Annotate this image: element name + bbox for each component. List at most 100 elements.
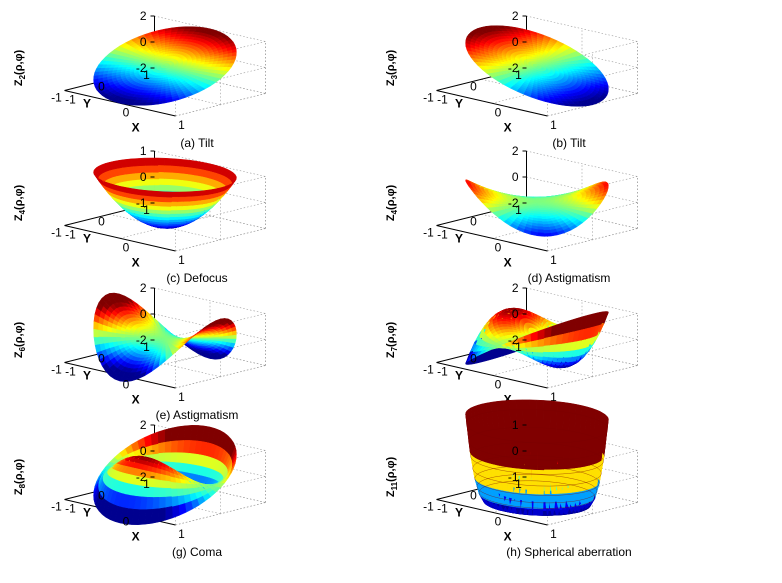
x-axis-label: X [504, 256, 512, 270]
z-axis-arguments: (ρ,φ) [385, 457, 397, 482]
z-tick-label: -2 [508, 61, 519, 75]
panel-caption: (a) Tilt [180, 136, 214, 150]
x-tick-label: -1 [65, 228, 76, 242]
z-axis-subscript: 6 [18, 346, 27, 351]
z-axis-subscript: 8 [18, 483, 27, 488]
surface-plot [465, 179, 609, 237]
y-tick-label: 1 [143, 477, 150, 491]
z-axis-symbol: Z [13, 488, 25, 495]
z-tick-label: 0 [140, 307, 147, 321]
x-tick-label: -1 [65, 93, 76, 107]
surface-plot [93, 157, 237, 229]
z-axis-subscript: 4 [390, 209, 399, 214]
panel-caption: (h) Spherical aberration [506, 545, 631, 559]
x-tick-label: 1 [550, 253, 557, 267]
surface-plot [93, 425, 237, 525]
z-tick-label: 1 [512, 418, 519, 432]
y-tick-label: 0 [470, 488, 477, 502]
y-tick-label: -1 [423, 91, 434, 105]
surface-plot [465, 399, 609, 516]
x-tick-label: -1 [437, 365, 448, 379]
x-axis-label: X [132, 256, 140, 270]
y-tick-label: 1 [143, 340, 150, 354]
z-axis-arguments: (ρ,φ) [13, 459, 25, 484]
z-axis-label: Z3(ρ,φ) [385, 50, 399, 87]
z-tick-label: 2 [140, 418, 147, 432]
y-tick-label: 0 [470, 351, 477, 365]
z-axis-label: Z7(ρ,φ) [385, 322, 399, 359]
x-tick-label: 1 [550, 527, 557, 541]
y-axis-label: Y [83, 505, 91, 519]
z-axis-subscript: 3 [390, 74, 399, 79]
z-tick-label: 0 [512, 307, 519, 321]
z-tick-label: 0 [512, 170, 519, 184]
x-tick-label: -1 [437, 502, 448, 516]
z-tick-label: 2 [140, 281, 147, 295]
x-tick-label: -1 [437, 93, 448, 107]
y-tick-label: -1 [423, 226, 434, 240]
panel-caption: (g) Coma [172, 545, 222, 559]
z-axis-symbol: Z [385, 214, 397, 221]
x-tick-label: 1 [178, 253, 185, 267]
z-axis-subscript: 4 [18, 209, 27, 214]
x-tick-label: 0 [495, 105, 502, 119]
z-axis-label: Z4(ρ,φ) [385, 185, 399, 222]
surface-plot [93, 26, 237, 106]
z-axis-symbol: Z [385, 490, 397, 497]
y-axis-label: Y [455, 231, 463, 245]
z-axis-subscript: 2 [18, 74, 27, 79]
z-axis-symbol: Z [13, 214, 25, 221]
surface-plot [93, 292, 237, 383]
y-tick-label: -1 [423, 363, 434, 377]
z-axis-symbol: Z [13, 351, 25, 358]
z-tick-label: 0 [140, 444, 147, 458]
z-axis-label: Z4(ρ,φ) [13, 185, 27, 222]
z-axis-subscript: 11 [390, 481, 399, 490]
x-tick-label: 1 [550, 390, 557, 404]
x-tick-label: -1 [65, 502, 76, 516]
z-axis-arguments: (ρ,φ) [13, 185, 25, 210]
y-tick-label: 1 [515, 68, 522, 82]
z-axis-arguments: (ρ,φ) [385, 185, 397, 210]
y-axis-label: Y [455, 96, 463, 110]
z-axis-label: Z6(ρ,φ) [13, 322, 27, 359]
y-tick-label: -1 [51, 226, 62, 240]
z-tick-label: 0 [512, 444, 519, 458]
z-tick-label: -2 [136, 470, 147, 484]
z-tick-label: -2 [136, 333, 147, 347]
y-tick-label: 0 [98, 351, 105, 365]
z-axis-symbol: Z [13, 79, 25, 86]
y-tick-label: 1 [143, 203, 150, 217]
x-tick-label: 0 [495, 514, 502, 528]
y-axis-label: Y [455, 505, 463, 519]
surface-plot [465, 307, 609, 369]
z-tick-label: 0 [140, 170, 147, 184]
z-axis-label: Z8(ρ,φ) [13, 459, 27, 496]
y-tick-label: 1 [143, 68, 150, 82]
y-tick-label: -1 [51, 91, 62, 105]
panel-caption: (c) Defocus [166, 271, 227, 285]
x-axis-label: X [504, 530, 512, 544]
z-tick-label: 2 [512, 144, 519, 158]
y-tick-label: 1 [515, 477, 522, 491]
z-axis-label: Z11(ρ,φ) [385, 457, 399, 498]
panel-caption: (d) Astigmatism [528, 271, 611, 285]
z-tick-label: 0 [512, 35, 519, 49]
x-tick-label: 0 [123, 514, 130, 528]
x-axis-label: X [504, 121, 512, 135]
x-tick-label: 0 [123, 105, 130, 119]
z-tick-label: 2 [140, 9, 147, 23]
z-axis-arguments: (ρ,φ) [385, 322, 397, 347]
y-tick-label: 0 [98, 214, 105, 228]
y-tick-label: 0 [470, 79, 477, 93]
z-tick-label: -2 [508, 196, 519, 210]
y-tick-label: -1 [51, 500, 62, 514]
x-tick-label: 0 [123, 240, 130, 254]
z-tick-label: -2 [508, 333, 519, 347]
x-tick-label: 0 [123, 377, 130, 391]
